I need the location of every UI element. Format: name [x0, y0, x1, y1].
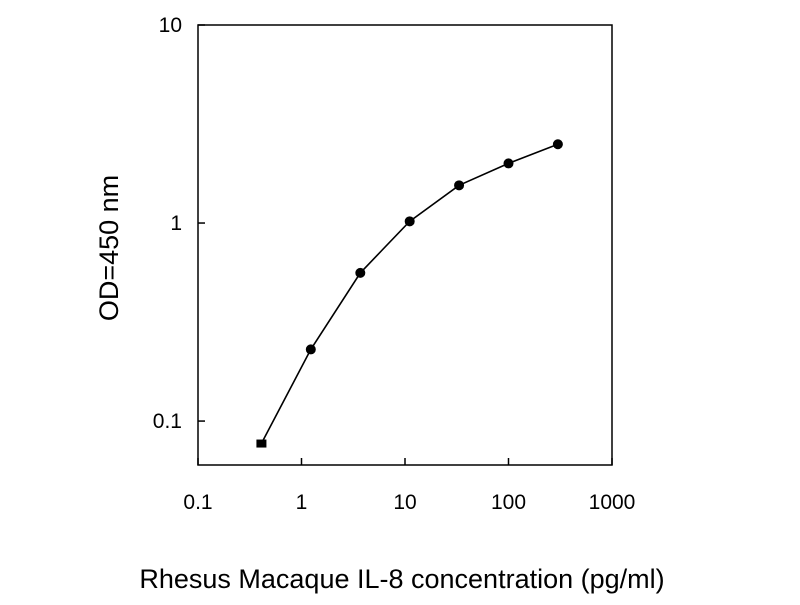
- series-layer: [256, 139, 563, 448]
- x-tick-label: 1: [296, 491, 308, 514]
- y-axis-ticks: 0.1 1 10: [153, 14, 205, 433]
- series-line: [260, 143, 559, 444]
- y-tick-label: 10: [159, 14, 182, 37]
- x-axis-title: Rhesus Macaque IL-8 concentration (pg/ml…: [139, 564, 664, 594]
- x-tick-label: 100: [491, 491, 526, 514]
- data-point: [256, 439, 267, 448]
- x-tick-label: 10: [393, 491, 416, 514]
- y-axis-title: OD=450 nm: [94, 175, 124, 321]
- y-tick-label: 0.1: [153, 410, 182, 433]
- x-axis-ticks: 0.1 1 10 100 1000: [183, 458, 635, 514]
- data-point: [305, 344, 316, 355]
- data-point: [503, 158, 514, 169]
- plot-frame: [197, 24, 613, 466]
- x-tick-label: 1000: [589, 491, 636, 514]
- data-point: [355, 267, 366, 278]
- data-point: [454, 180, 465, 191]
- data-point: [552, 139, 563, 150]
- x-tick-label: 0.1: [183, 491, 212, 514]
- data-point: [404, 216, 415, 227]
- y-tick-label: 1: [170, 212, 182, 235]
